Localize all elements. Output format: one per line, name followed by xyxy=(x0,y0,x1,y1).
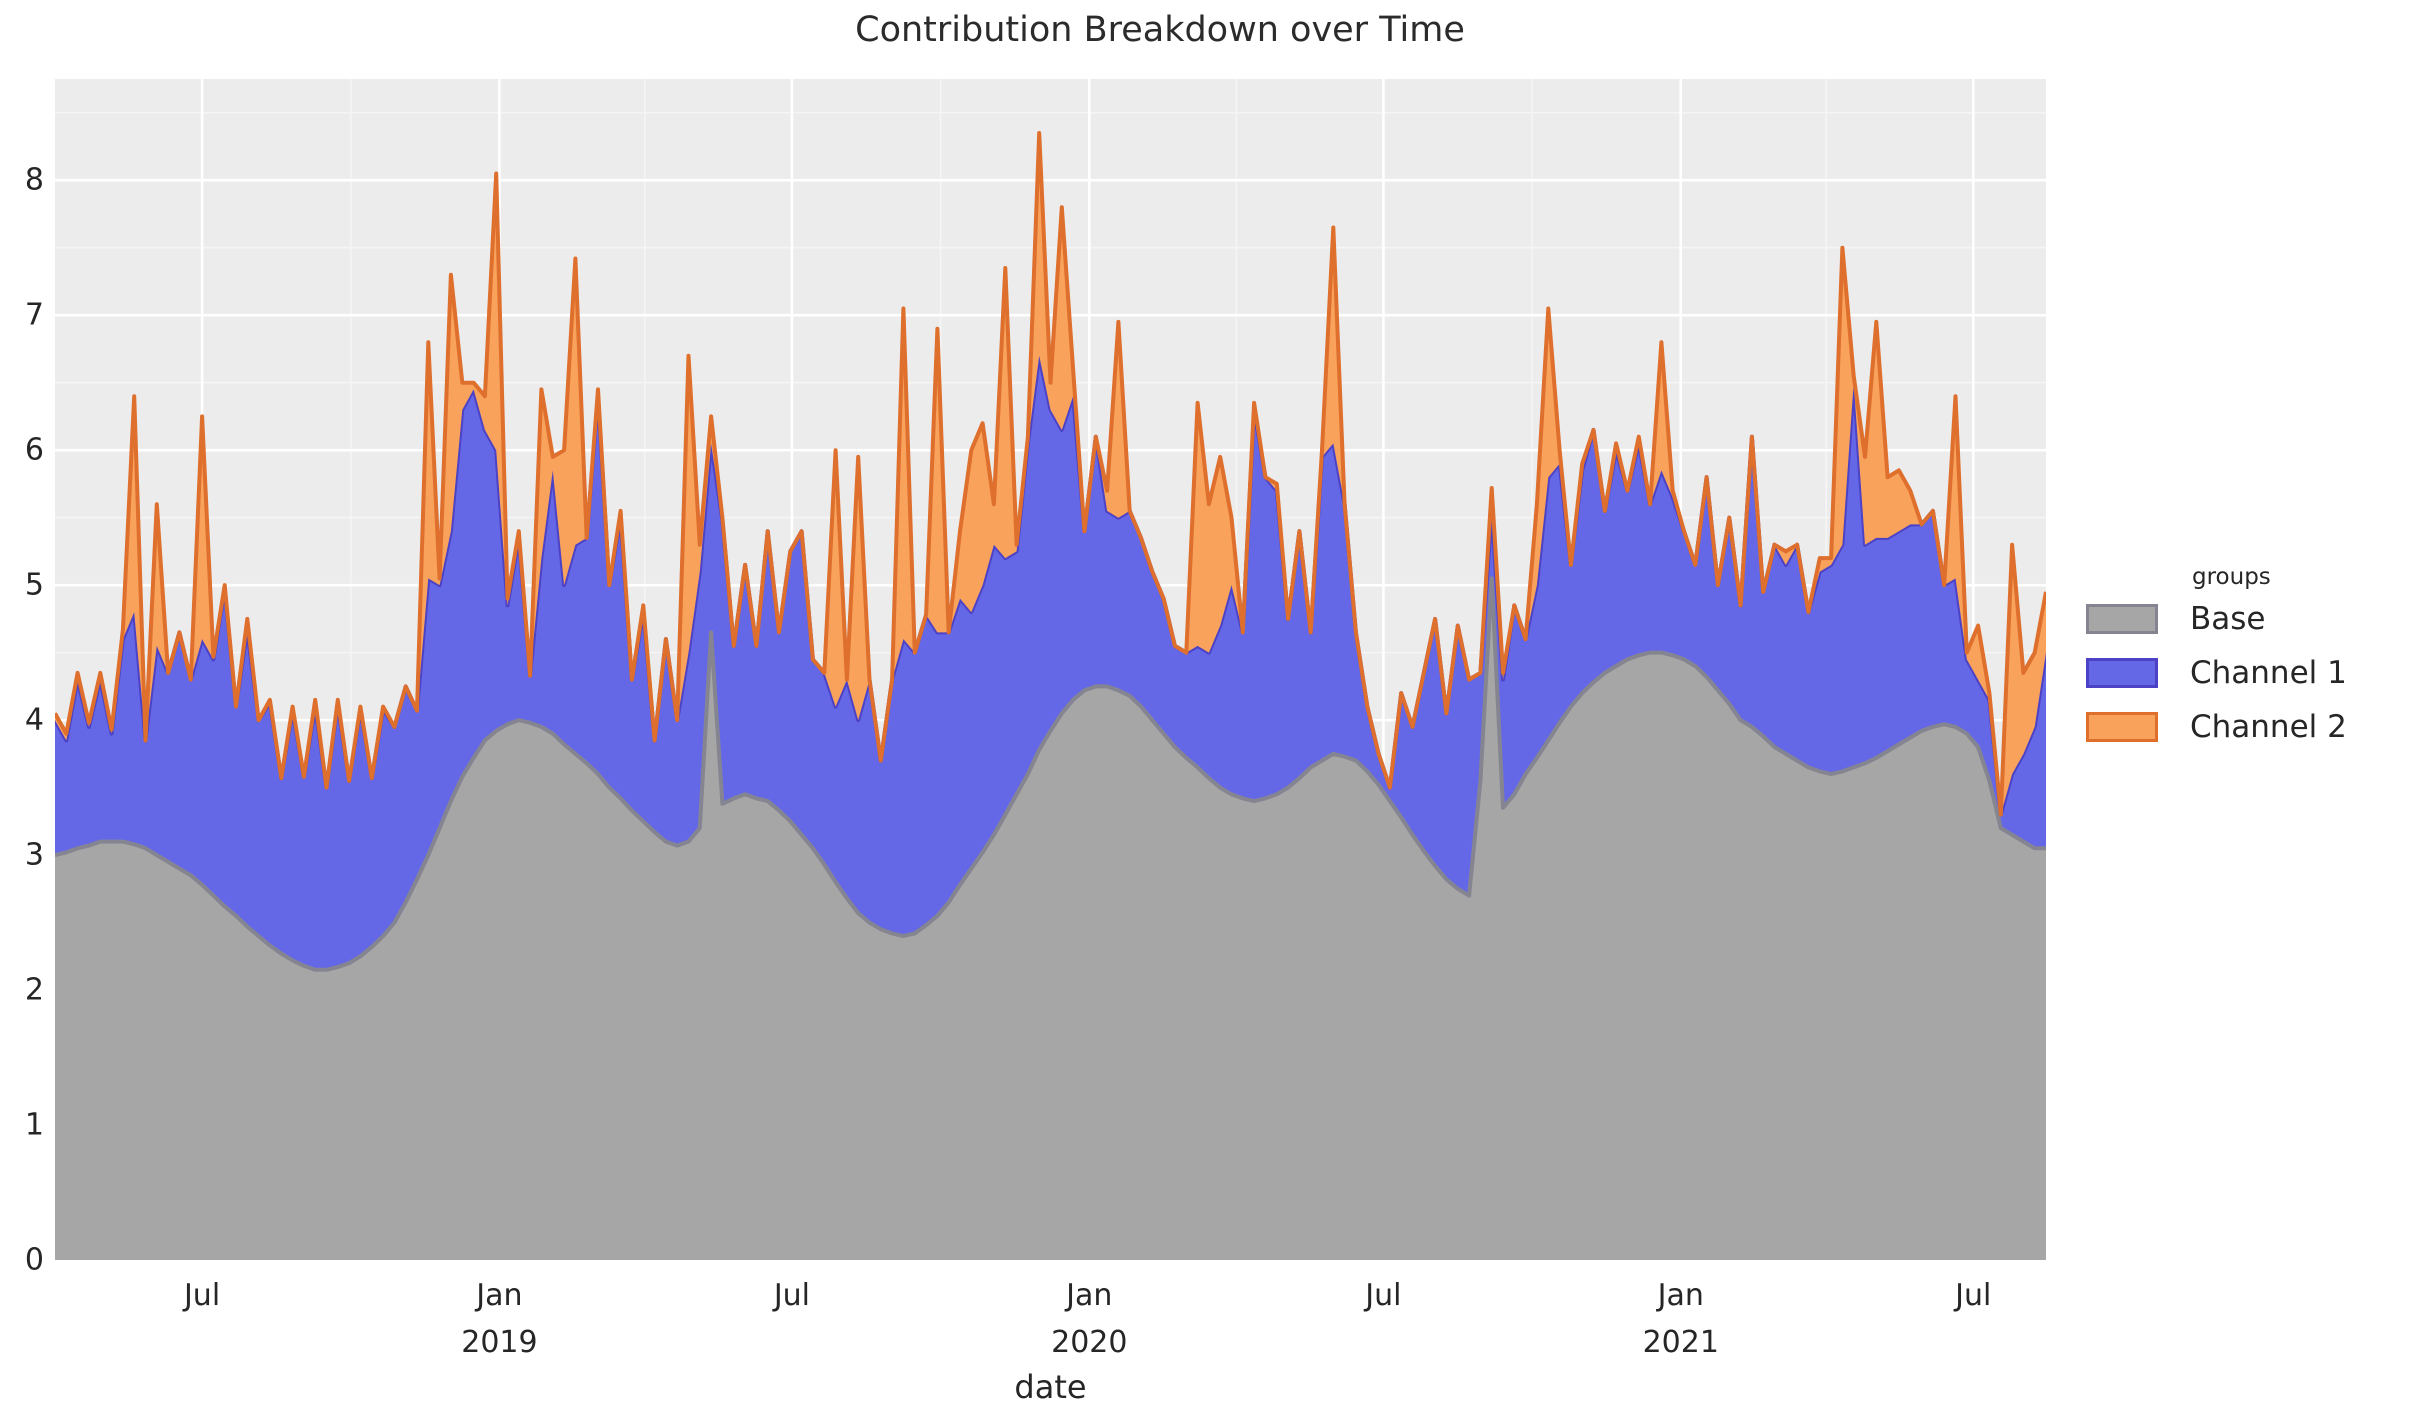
line-base xyxy=(55,576,2046,972)
y-tick-label-0: 0 xyxy=(24,1242,44,1278)
y-tick-label-2: 2 xyxy=(24,972,44,1008)
series-group xyxy=(55,131,2046,1260)
area-base xyxy=(55,578,2046,1260)
y-tick-label-4: 4 xyxy=(24,702,44,738)
legend-item-channel-1: Channel 1 xyxy=(2086,655,2416,691)
y-tick-label-1: 1 xyxy=(24,1107,44,1143)
y-tick-label-3: 3 xyxy=(24,837,44,873)
legend-item-channel-2: Channel 2 xyxy=(2086,709,2416,745)
x-tick-label-Jul-6: Jul xyxy=(1955,1278,1992,1313)
y-tick-label-7: 7 xyxy=(24,297,44,333)
chart-title: Contribution Breakdown over Time xyxy=(855,10,1465,50)
band-channel-2 xyxy=(55,133,2046,815)
x-tick-label-Jan-2021: Jan 2021 xyxy=(1642,1278,1719,1360)
legend-title: groups xyxy=(2192,564,2271,590)
x-tick-label-Jul-2: Jul xyxy=(773,1278,811,1313)
x-tick-label-Jan-2019: Jan 2019 xyxy=(461,1278,538,1360)
legend-label-base: Base xyxy=(2190,601,2266,637)
legend-swatch-base xyxy=(2086,604,2158,634)
x-tick-label-Jul-4: Jul xyxy=(1365,1278,1402,1313)
legend-swatch-channel-2 xyxy=(2086,712,2158,742)
legend-label-channel-2: Channel 2 xyxy=(2190,709,2347,745)
legend-item-base: Base xyxy=(2086,601,2416,637)
y-tick-label-8: 8 xyxy=(24,162,44,198)
x-axis-title: date xyxy=(1014,1368,1087,1406)
y-tick-label-5: 5 xyxy=(24,567,44,603)
x-tick-label-Jan-2020: Jan 2020 xyxy=(1051,1278,1128,1360)
y-tick-label-6: 6 xyxy=(24,432,44,468)
legend-label-channel-1: Channel 1 xyxy=(2190,655,2347,691)
legend: groups Base Channel 1 Channel 2 xyxy=(2086,564,2416,766)
x-tick-label-Jul-0: Jul xyxy=(183,1278,221,1313)
legend-swatch-channel-1 xyxy=(2086,658,2158,688)
line-channel-2-total xyxy=(55,131,2046,817)
